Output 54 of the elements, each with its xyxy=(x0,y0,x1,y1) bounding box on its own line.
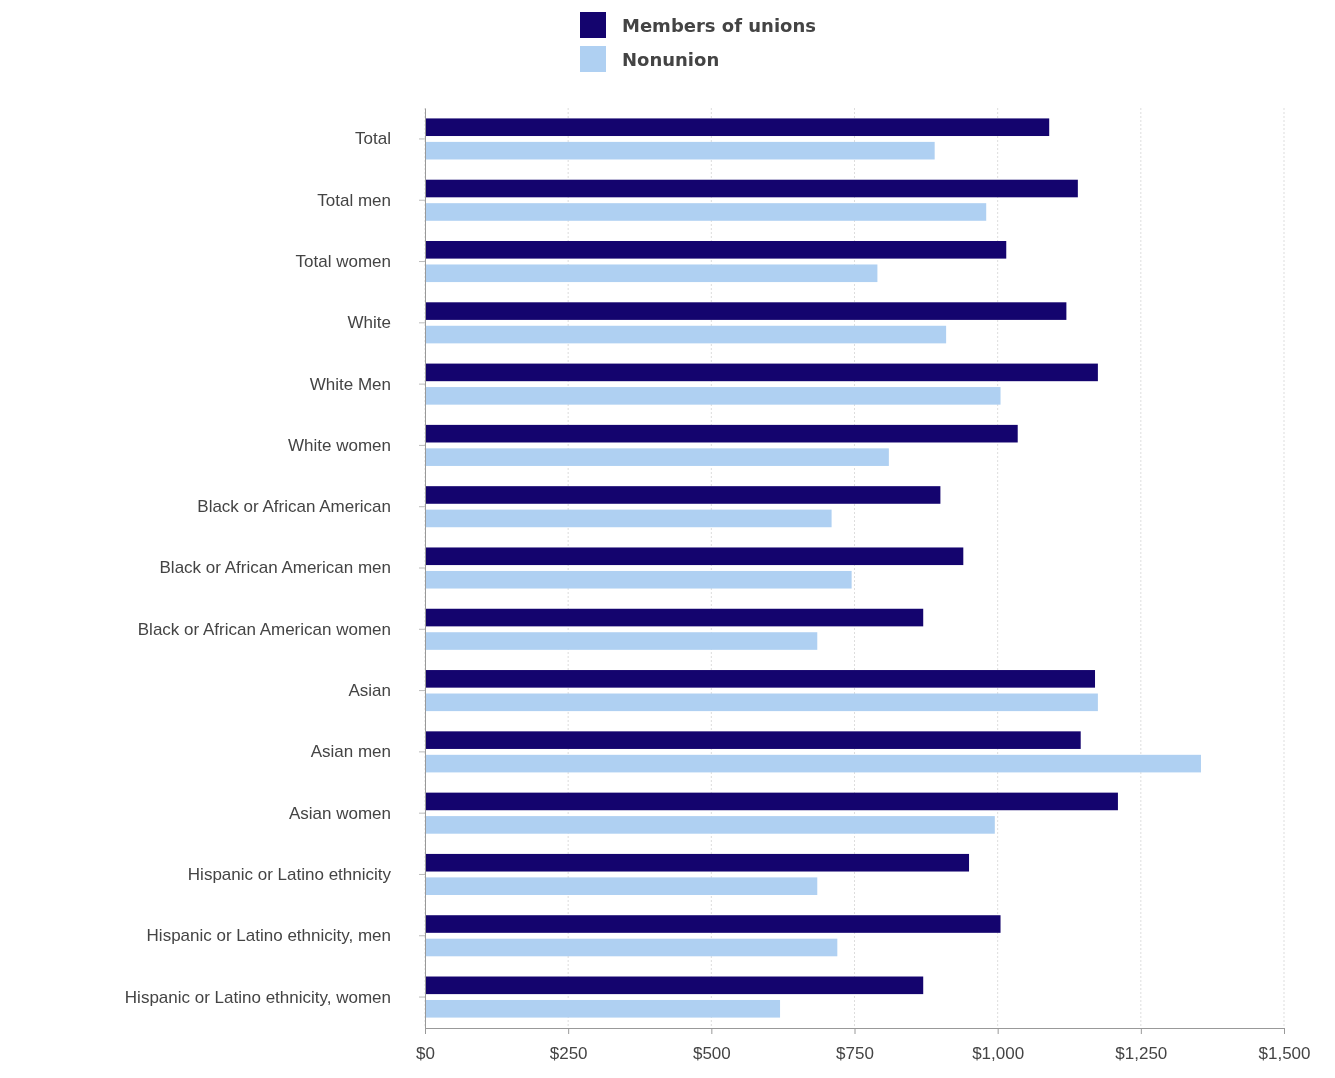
y-tick-label: Total men xyxy=(317,190,391,210)
y-tick-label: Asian women xyxy=(288,803,391,823)
bar xyxy=(425,363,1098,382)
x-tick-label: $1,500 xyxy=(1258,1044,1311,1064)
bar xyxy=(425,509,832,528)
bar xyxy=(425,241,1007,259)
y-tick-label: White Men xyxy=(309,374,391,394)
y-tick-label: White xyxy=(347,313,391,333)
bar xyxy=(425,632,818,650)
bar xyxy=(425,302,1067,320)
legend-label: Members of unions xyxy=(622,15,816,36)
bar xyxy=(425,387,1001,405)
bar xyxy=(425,325,947,344)
bar xyxy=(425,915,1001,933)
y-tick-label: Total xyxy=(355,129,391,149)
bar xyxy=(425,547,964,566)
bar xyxy=(425,570,852,589)
x-tick-label: $250 xyxy=(549,1044,588,1064)
bar xyxy=(425,792,1118,811)
bar xyxy=(425,938,838,957)
bar xyxy=(425,754,1201,773)
y-tick-label: White women xyxy=(288,435,391,455)
bar xyxy=(425,693,1098,712)
bar xyxy=(425,448,889,466)
bar xyxy=(425,179,1078,198)
bar xyxy=(425,670,1096,688)
y-tick-label: Black or African American women xyxy=(137,619,391,639)
bar xyxy=(425,976,924,995)
y-tick-label: Hispanic or Latino ethnicity, women xyxy=(124,987,391,1007)
bar xyxy=(425,118,1050,137)
bar xyxy=(425,141,935,160)
y-tick-label: Black or African American xyxy=(197,497,391,517)
y-tick-label: Black or African American men xyxy=(159,558,391,578)
legend-label: Nonunion xyxy=(622,49,720,70)
bar xyxy=(425,264,878,283)
bar xyxy=(425,424,1018,443)
x-tick-label: $0 xyxy=(416,1044,435,1064)
y-tick-label: Total women xyxy=(295,251,391,271)
y-tick-label: Asian xyxy=(348,681,391,701)
x-tick-label: $1,000 xyxy=(972,1044,1025,1064)
bar xyxy=(425,877,818,895)
y-tick-label: Hispanic or Latino ethnicity, men xyxy=(146,926,391,946)
bar xyxy=(425,608,924,627)
bar xyxy=(425,731,1081,749)
y-tick-label: Hispanic or Latino ethnicity xyxy=(187,864,392,884)
bar xyxy=(425,816,995,834)
x-tick-label: $750 xyxy=(836,1044,874,1064)
bar xyxy=(425,999,781,1018)
bar xyxy=(425,203,987,221)
x-tick-label: $1,250 xyxy=(1115,1044,1168,1064)
bar xyxy=(425,853,970,872)
x-tick-label: $500 xyxy=(692,1044,731,1064)
y-tick-label: Asian men xyxy=(310,742,391,762)
bar xyxy=(425,486,941,504)
